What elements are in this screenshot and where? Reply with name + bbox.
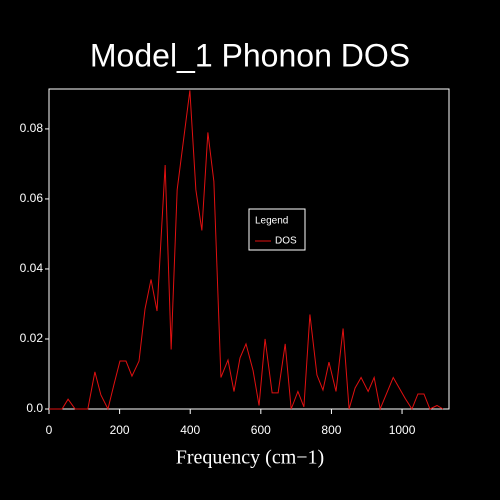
y-tick-label: 0.0 <box>26 401 43 415</box>
legend-box <box>248 208 306 251</box>
x-tick-label: 0 <box>46 423 53 437</box>
y-tick-label: 0.02 <box>20 331 44 345</box>
legend-title: Legend <box>255 216 288 227</box>
x-tick-label: 600 <box>251 423 271 437</box>
x-tick-label: 400 <box>180 423 200 437</box>
plot-frame <box>48 88 450 410</box>
data-line <box>49 90 444 411</box>
y-tick-label: 0.08 <box>20 121 44 135</box>
x-tick-label: 1000 <box>389 423 416 437</box>
y-tick-label: 0.06 <box>20 191 44 205</box>
y-tick-label: 0.04 <box>20 261 44 275</box>
chart-title: Model_1 Phonon DOS <box>90 37 410 73</box>
x-tick-label: 200 <box>110 423 130 437</box>
x-tick-label: 800 <box>321 423 341 437</box>
legend-label: DOS <box>275 236 297 247</box>
x-axis-label: Frequency (cm−1) <box>176 447 324 469</box>
